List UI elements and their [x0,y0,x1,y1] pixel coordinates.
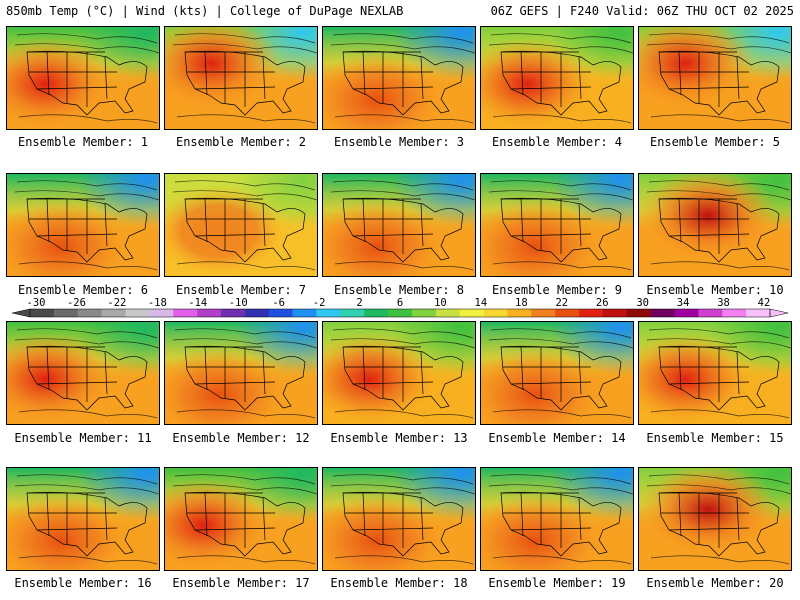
colorbar-tick-label: 26 [595,297,609,309]
colorbar-segment [220,309,246,317]
colorbar-segment [411,309,437,317]
ensemble-member-label: Ensemble Member: 19 [488,576,626,590]
colorbar-segment [626,309,651,317]
colorbar-tick-label: -18 [147,297,167,309]
colorbar-segment [722,309,747,317]
colorbar-segment [316,309,341,317]
ensemble-member-label: Ensemble Member: 1 [17,135,149,149]
ensemble-member-map [638,173,792,277]
colorbar-min-arrow [11,308,31,318]
colorbar-segment [340,309,365,317]
colorbar-segment [698,309,723,317]
ensemble-member-map [6,467,160,571]
ensemble-member-map [164,173,318,277]
ensemble-member-map [480,26,634,130]
ensemble-member-label: Ensemble Member: 12 [172,431,310,445]
colorbar-segment [292,309,317,317]
colorbar-tick-label: -6 [272,297,285,309]
ensemble-member-label: Ensemble Member: 15 [646,431,784,445]
colorbar-tick-label: -2 [312,297,326,309]
ensemble-member-map [6,26,160,130]
ensemble-member-map [164,321,318,425]
ensemble-member-label: Ensemble Member: 4 [491,135,623,149]
colorbar-tick-label: 30 [636,297,649,309]
colorbar-segment [602,309,628,317]
ensemble-member-label: Ensemble Member: 8 [333,283,465,297]
colorbar-segment [53,309,79,317]
colorbar-segment [459,309,484,317]
colorbar-segment [268,309,293,317]
ensemble-member-map [322,467,476,571]
ensemble-member-map [164,467,318,571]
ensemble-member-label: Ensemble Member: 3 [333,135,465,149]
colorbar-segment [435,309,460,317]
map-title: 850mb Temp (°C) | Wind (kts) | College o… [6,4,404,18]
ensemble-member-map [480,321,634,425]
colorbar-tick-label: 38 [717,297,730,309]
ensemble-member-map [6,321,160,425]
colorbar-segment [149,309,174,317]
colorbar-tick-label: -14 [188,297,208,309]
colorbar-segment [244,309,270,317]
colorbar-segment [388,309,413,317]
colorbar-tick-label: 14 [474,297,488,309]
colorbar-segment [746,309,771,317]
colorbar-segment [77,309,102,317]
colorbar-tick-label: -26 [66,297,86,309]
colorbar-tick-label: 6 [396,297,404,309]
temperature-colorbar [11,308,789,318]
ensemble-member-map [480,467,634,571]
colorbar-max-arrow [769,308,789,318]
ensemble-member-label: Ensemble Member: 9 [491,283,623,297]
ensemble-member-map [322,321,476,425]
ensemble-member-map [322,173,476,277]
colorbar-segment [101,309,126,317]
colorbar-segment [650,309,675,317]
ensemble-member-map [638,26,792,130]
colorbar-tick-label: -10 [228,297,248,309]
colorbar-segment [30,309,55,317]
ensemble-member-map [322,26,476,130]
ensemble-member-label: Ensemble Member: 14 [488,431,626,445]
colorbar-tick-label: 2 [356,297,363,309]
colorbar-tick-label: 22 [555,297,569,309]
ensemble-member-label: Ensemble Member: 20 [646,576,784,590]
colorbar-segment [364,309,389,317]
colorbar-segment [507,309,532,317]
ensemble-member-label: Ensemble Member: 7 [175,283,307,297]
colorbar-tick-label: 18 [515,297,528,309]
colorbar-outline [29,308,771,318]
ensemble-member-label: Ensemble Member: 17 [172,576,310,590]
ensemble-member-label: Ensemble Member: 5 [649,135,781,149]
ensemble-member-label: Ensemble Member: 13 [330,431,468,445]
colorbar-segment [579,309,604,317]
colorbar-tick-label: -22 [107,297,127,309]
colorbar-tick-label: -30 [26,297,46,309]
ensemble-member-map [164,26,318,130]
colorbar-segment [531,309,556,317]
ensemble-member-label: Ensemble Member: 6 [17,283,149,297]
colorbar-segment [555,309,580,317]
colorbar-segment [125,309,150,317]
ensemble-member-label: Ensemble Member: 18 [330,576,468,590]
ensemble-member-label: Ensemble Member: 11 [14,431,152,445]
ensemble-member-map [638,321,792,425]
ensemble-member-map [638,467,792,571]
colorbar-tick-label: 34 [676,297,690,309]
ensemble-member-label: Ensemble Member: 16 [14,576,152,590]
model-run-info: 06Z GEFS | F240 Valid: 06Z THU OCT 02 20… [490,4,794,18]
colorbar-tick-label: 10 [434,297,447,309]
ensemble-member-map [480,173,634,277]
colorbar-tick-label: 42 [757,297,771,309]
colorbar-segment [674,309,699,317]
ensemble-member-map [6,173,160,277]
ensemble-member-label: Ensemble Member: 2 [175,135,307,149]
colorbar-segment [173,309,198,317]
ensemble-member-label: Ensemble Member: 10 [646,283,784,297]
colorbar-segment [197,309,222,317]
colorbar-segment [483,309,508,317]
